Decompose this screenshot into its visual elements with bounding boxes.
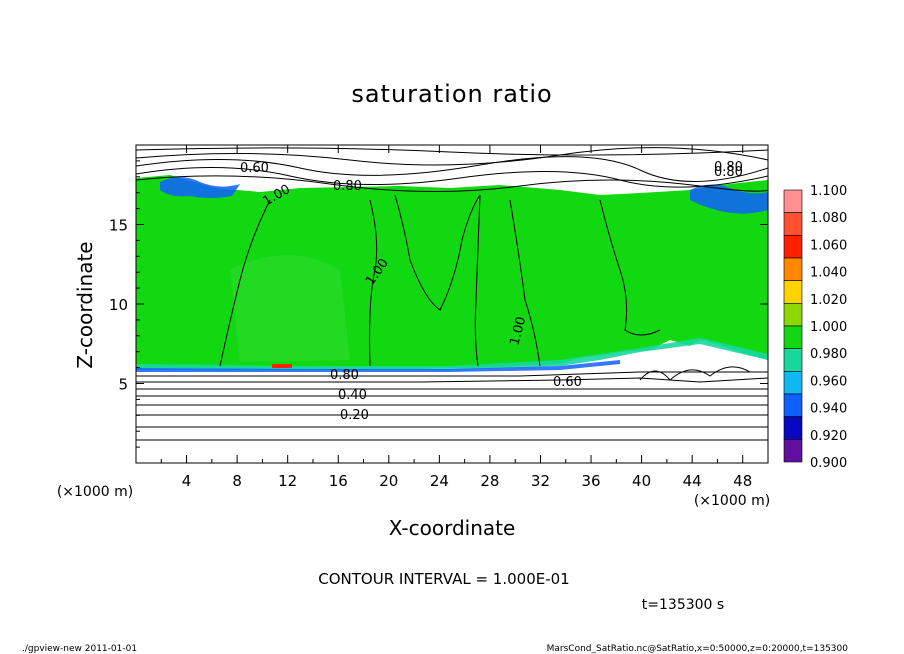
contour-label: 0.60 xyxy=(240,161,269,176)
x-tick-label: 48 xyxy=(733,472,752,490)
contour-lines xyxy=(136,147,768,441)
contour-label: 0.80 xyxy=(330,368,359,383)
colorbar: 1.100 1.080 1.060 1.040 1.020 1.000 0.980 0.960… xyxy=(783,184,847,471)
colorbar-swatch xyxy=(783,303,803,327)
lower-blue-edge xyxy=(136,360,620,372)
x-axis: 4 8 12 16 20 24 28 32 36 40 44 48 xyxy=(160,145,752,490)
x-tick-label: 44 xyxy=(683,472,702,490)
upper-left-blue-patch xyxy=(160,177,240,198)
colorbar-swatch xyxy=(783,325,803,349)
y-axis: 5 10 15 xyxy=(109,160,768,448)
supersaturated-spot xyxy=(272,364,292,368)
inner-region xyxy=(230,255,350,362)
colorbar-swatch xyxy=(783,280,803,304)
contour-label: 0.40 xyxy=(338,388,367,403)
y-axis-label: Z-coordinate xyxy=(73,241,97,368)
contour-interval-note: CONTOUR INTERVAL = 1.000E-01 xyxy=(318,570,569,588)
colorbar-label: 1.100 xyxy=(810,184,847,199)
contour-label: 0.60 xyxy=(553,375,582,390)
chart-title: saturation ratio xyxy=(351,80,552,108)
contour-label: 0.80 xyxy=(333,179,362,194)
colorbar-label: 1.040 xyxy=(810,266,847,281)
colorbar-label: 1.000 xyxy=(810,320,847,335)
footer-right: MarsCond_SatRatio.nc@SatRatio,x=0:50000,… xyxy=(547,644,849,654)
colorbar-label: 0.920 xyxy=(810,429,847,444)
colorbar-label: 1.020 xyxy=(810,293,847,308)
colorbar-swatch xyxy=(783,257,803,281)
y-axis-unit: (×1000 m) xyxy=(57,484,133,500)
colorbar-label: 1.060 xyxy=(810,238,847,253)
colorbar-swatch xyxy=(783,393,803,417)
contour-label: 0.80 xyxy=(714,165,743,180)
colorbar-label: 0.980 xyxy=(810,347,847,362)
lower-cyan-edge xyxy=(136,338,768,370)
x-tick-label: 24 xyxy=(430,472,449,490)
y-tick-label: 10 xyxy=(109,296,128,314)
x-tick-label: 16 xyxy=(329,472,348,490)
colorbar-swatch xyxy=(783,235,803,259)
upper-right-blue-patch xyxy=(690,184,768,214)
y-tick-label: 15 xyxy=(109,217,128,235)
colorbar-swatch xyxy=(783,348,803,372)
x-tick-label: 8 xyxy=(232,472,242,490)
x-tick-label: 12 xyxy=(278,472,297,490)
contour-label: 0.80 xyxy=(714,160,743,175)
y-tick-label: 5 xyxy=(118,376,128,394)
colorbar-label: 1.080 xyxy=(810,211,847,226)
contour-label: 1.00 xyxy=(507,315,529,347)
x-tick-label: 20 xyxy=(379,472,398,490)
colorbar-swatch xyxy=(783,439,803,463)
footer-left: ./gpview-new 2011-01-01 xyxy=(22,644,137,654)
x-tick-label: 32 xyxy=(531,472,550,490)
x-tick-label: 40 xyxy=(632,472,651,490)
colorbar-label: 0.960 xyxy=(810,374,847,389)
x-tick-label: 28 xyxy=(480,472,499,490)
colorbar-swatch xyxy=(783,189,803,213)
colorbar-label: 0.940 xyxy=(810,402,847,417)
time-label: t=135300 s xyxy=(642,597,724,613)
colorbar-swatch xyxy=(783,212,803,236)
x-tick-label: 36 xyxy=(581,472,600,490)
colorbar-swatch xyxy=(783,416,803,440)
x-tick-label: 4 xyxy=(182,472,192,490)
x-axis-label: X-coordinate xyxy=(389,516,516,540)
colorbar-label: 0.900 xyxy=(810,456,847,471)
x-axis-unit: (×1000 m) xyxy=(694,493,770,509)
colorbar-swatch xyxy=(783,371,803,395)
contour-label: 0.20 xyxy=(340,408,369,423)
plot-area: 0.60 0.80 1.00 1.00 1.00 0.80 0.40 0.20 … xyxy=(136,145,768,463)
